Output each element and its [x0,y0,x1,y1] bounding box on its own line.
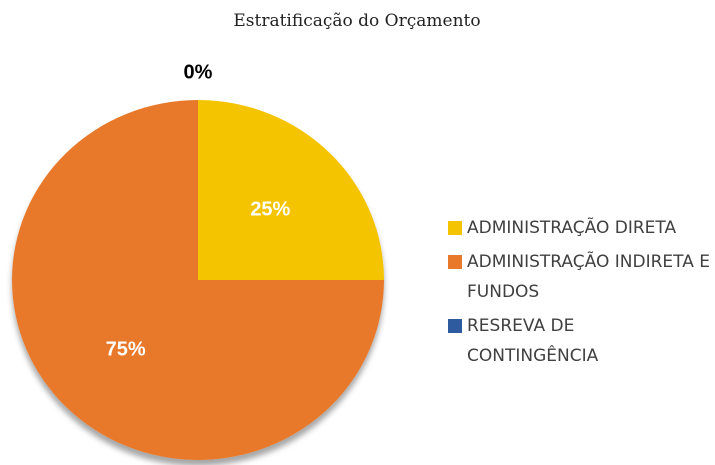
pie-slice [12,100,384,460]
data-label: 75% [106,338,146,360]
pie-slice [198,100,384,280]
chart-title: Estratificação do Orçamento [233,11,480,31]
legend-swatch [448,221,462,235]
legend: ADMINISTRAÇÃO DIRETA ADMINISTRAÇÃO INDIRE… [448,213,710,375]
legend-item: ADMINISTRAÇÃO INDIRETA E FUNDOS [448,247,710,307]
legend-swatch [448,255,462,269]
legend-item: ADMINISTRAÇÃO DIRETA [448,213,710,243]
legend-item: RESREVA DE CONTINGÊNCIA [448,311,710,371]
data-label: 25% [250,198,290,220]
legend-label: RESREVA DE CONTINGÊNCIA [467,316,599,366]
legend-label: ADMINISTRAÇÃO DIRETA [467,218,677,238]
pie [12,100,384,460]
legend-label: ADMINISTRAÇÃO INDIRETA E FUNDOS [467,252,710,302]
legend-swatch [448,319,462,333]
data-label: 0% [184,61,213,83]
